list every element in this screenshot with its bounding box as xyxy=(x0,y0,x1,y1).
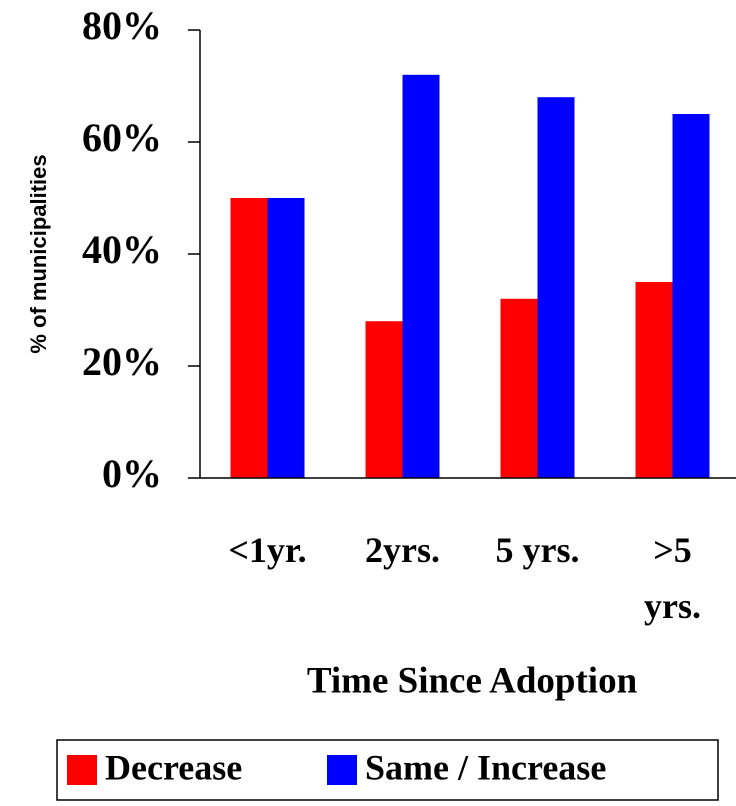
bar xyxy=(635,282,673,478)
legend-swatch xyxy=(67,755,97,785)
x-tick-label: 5 yrs. xyxy=(495,530,580,570)
bar xyxy=(672,114,710,478)
y-tick-label: 80% xyxy=(82,3,162,48)
x-axis-label: Time Since Adoption xyxy=(307,660,638,701)
bar xyxy=(267,198,305,478)
legend-label: Decrease xyxy=(105,747,242,787)
bar xyxy=(402,74,440,479)
y-tick-label: 60% xyxy=(82,115,162,160)
y-axis-label: % of municipalities xyxy=(26,154,51,353)
x-tick-label: <1yr. xyxy=(228,530,307,570)
bar xyxy=(537,97,575,478)
x-tick-label: >5 yrs. xyxy=(644,530,701,626)
x-tick-label: 2yrs. xyxy=(365,530,440,570)
legend-box xyxy=(56,739,719,801)
bar xyxy=(230,198,268,478)
bar xyxy=(500,298,538,478)
bar xyxy=(365,321,403,478)
y-tick-label: 0% xyxy=(102,451,162,496)
y-tick-label: 20% xyxy=(82,339,162,384)
legend-swatch xyxy=(327,755,357,785)
y-tick-label: 40% xyxy=(82,227,162,272)
legend-label: Same / Increase xyxy=(365,747,606,787)
